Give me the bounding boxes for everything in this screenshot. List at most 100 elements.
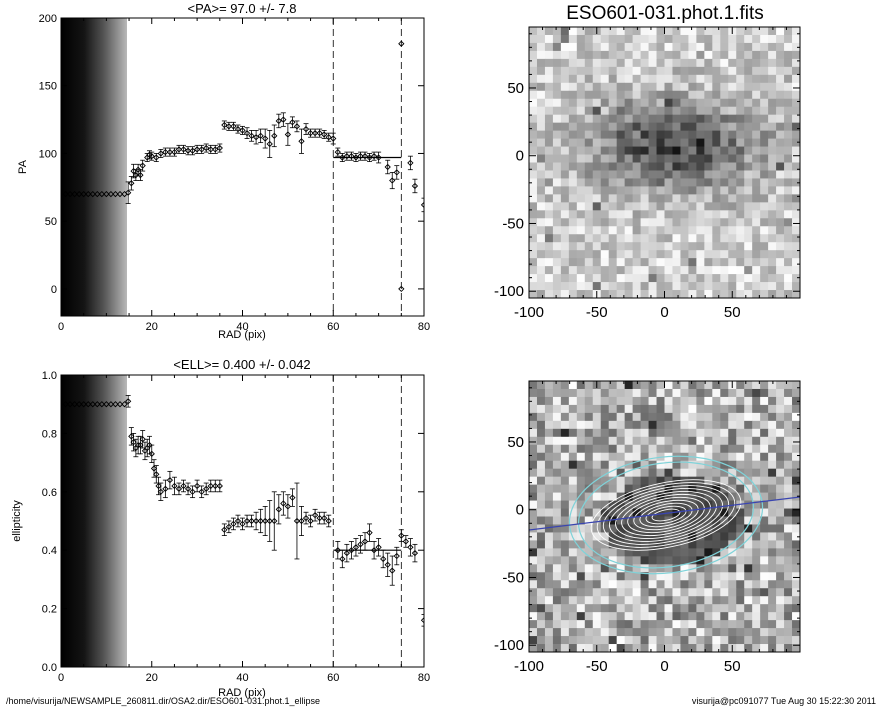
image-pixel <box>792 460 800 470</box>
image-pixel <box>752 82 761 92</box>
image-pixel <box>632 484 641 493</box>
image-pixel <box>552 532 562 541</box>
image-pixel <box>568 468 578 478</box>
image-pixel <box>529 27 538 36</box>
image-pixel <box>712 508 721 517</box>
image-pixel <box>664 242 673 251</box>
image-pixel <box>776 178 785 187</box>
image-pixel <box>704 218 713 227</box>
image-pixel <box>688 210 697 219</box>
image-pixel <box>544 636 554 645</box>
image-pixel <box>608 274 618 283</box>
image-pixel <box>688 274 697 283</box>
image-pixel <box>768 388 777 398</box>
image-pixel <box>672 202 681 211</box>
image-pixel <box>640 628 649 637</box>
image-pixel <box>776 122 785 132</box>
image-pixel <box>640 484 649 493</box>
ell-data-point <box>234 517 242 525</box>
image-pixel <box>624 381 634 390</box>
image-pixel <box>600 138 610 147</box>
image-pixel <box>768 42 777 52</box>
image-pixel <box>552 66 562 76</box>
image-pixel <box>624 500 634 509</box>
image-pixel <box>536 588 546 597</box>
image-pixel <box>776 162 785 171</box>
image-pixel <box>664 460 673 470</box>
image-pixel <box>720 218 729 227</box>
image-pixel <box>648 548 657 557</box>
image-pixel <box>592 114 602 124</box>
pa-ylabel: PA <box>17 159 29 174</box>
image-pixel <box>728 388 737 398</box>
image-pixel <box>560 154 570 163</box>
image-pixel <box>584 226 594 235</box>
image-pixel <box>704 27 713 36</box>
image-pixel <box>736 258 745 267</box>
image-pixel <box>576 210 586 219</box>
image-pixel <box>640 210 649 219</box>
ell-data-point <box>284 503 292 510</box>
image-pixel <box>552 636 562 645</box>
image-pixel <box>744 234 753 243</box>
image-pixel <box>608 146 618 155</box>
image-xtick-label: -100 <box>514 658 544 675</box>
ell-ylabel: ellipticity <box>11 500 23 542</box>
image-pixel <box>752 508 761 517</box>
image-pixel <box>536 34 546 44</box>
image-pixel <box>728 476 737 486</box>
image-pixel <box>664 122 673 132</box>
image-pixel <box>576 162 586 171</box>
image-pixel <box>648 98 657 108</box>
image-pixel <box>792 122 800 132</box>
image-pixel <box>744 82 753 92</box>
image-pixel <box>760 154 769 163</box>
image-pixel <box>768 572 777 581</box>
image-xtick-label: -50 <box>586 658 608 675</box>
image-pixel <box>664 290 673 298</box>
image-pixel <box>768 580 777 589</box>
image-pixel <box>656 258 665 267</box>
image-pixel <box>680 508 689 517</box>
image-pixel <box>632 500 641 509</box>
image-pixel <box>632 524 641 533</box>
image-pixel <box>680 186 689 195</box>
image-pixel <box>704 162 713 171</box>
image-pixel <box>760 282 769 291</box>
image-pixel <box>656 74 665 84</box>
image-pixel <box>640 74 649 84</box>
image-pixel <box>576 122 586 132</box>
image-pixel <box>584 194 594 203</box>
ell-xlabel: RAD (pix) <box>218 687 266 699</box>
image-pixel <box>744 460 753 470</box>
ell-data-point <box>180 482 187 490</box>
image-pixel <box>784 50 793 60</box>
image-pixel <box>568 412 578 422</box>
image-pixel <box>536 516 546 525</box>
image-pixel <box>600 290 610 298</box>
image-pixel <box>552 596 562 605</box>
image-pixel <box>672 556 681 565</box>
image-pixel <box>600 218 610 227</box>
image-pixel <box>784 468 793 478</box>
image-pixel <box>529 282 538 291</box>
image-pixel <box>616 540 626 549</box>
image-pixel <box>768 588 777 597</box>
image-pixel <box>584 572 594 581</box>
image-pixel <box>712 381 721 390</box>
image-pixel <box>544 274 554 283</box>
image-pixel <box>792 396 800 406</box>
image-pixel <box>704 412 713 422</box>
image-pixel <box>752 27 761 36</box>
ell-data-point <box>366 529 373 536</box>
image-pixel <box>776 138 785 147</box>
image-pixel <box>720 250 729 259</box>
image-pixel <box>672 572 681 581</box>
image-pixel <box>688 436 697 446</box>
image-pixel <box>592 452 602 462</box>
image-pixel <box>776 604 785 613</box>
image-pixel <box>688 492 697 501</box>
image-pixel <box>656 162 665 171</box>
image-pixel <box>600 250 610 259</box>
image-pixel <box>544 412 554 422</box>
